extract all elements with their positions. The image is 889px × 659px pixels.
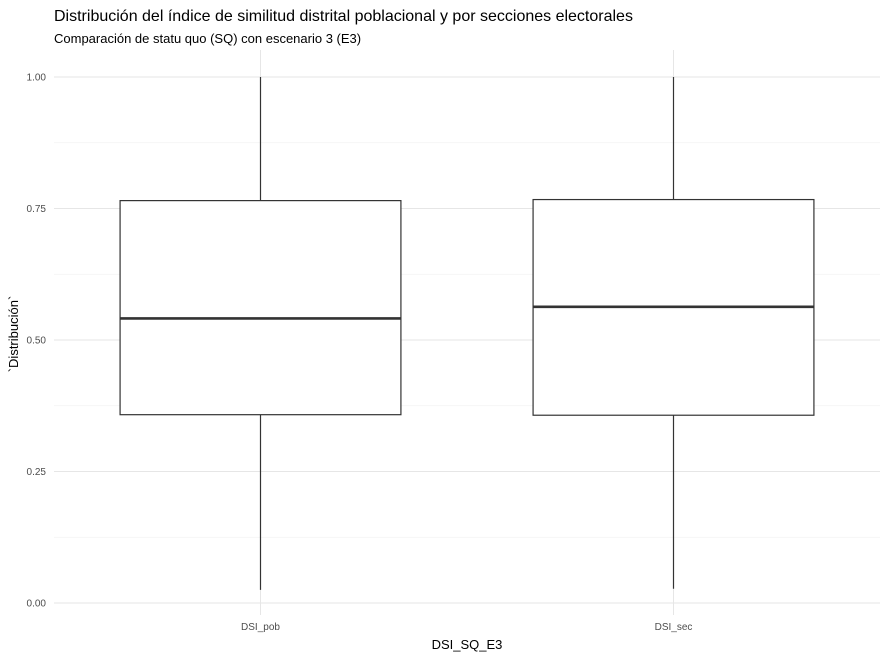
chart-subtitle: Comparación de statu quo (SQ) con escena… <box>54 31 361 46</box>
y-tick-label: 0.25 <box>27 467 47 478</box>
box-DSI_pob <box>119 77 402 590</box>
y-tick-label: 0.75 <box>27 204 47 215</box>
boxes <box>119 77 815 590</box>
y-tick-label: 0.50 <box>27 336 47 347</box>
y-tick-label: 1.00 <box>27 73 47 84</box>
box-body <box>119 200 402 416</box>
x-axis-title: DSI_SQ_E3 <box>432 637 503 652</box>
x-tick-label: DSI_pob <box>241 622 280 633</box>
y-axis-ticks: 0.00 0.25 0.50 0.75 1.00 <box>27 73 47 610</box>
y-tick-label: 0.00 <box>27 599 47 610</box>
box-DSI_sec <box>532 77 815 589</box>
y-axis-title: `Distribución` <box>6 296 21 373</box>
x-tick-label: DSI_sec <box>655 622 693 633</box>
x-axis-ticks: DSI_pob DSI_sec <box>241 622 692 633</box>
chart-title: Distribución del índice de similitud dis… <box>54 8 633 25</box>
